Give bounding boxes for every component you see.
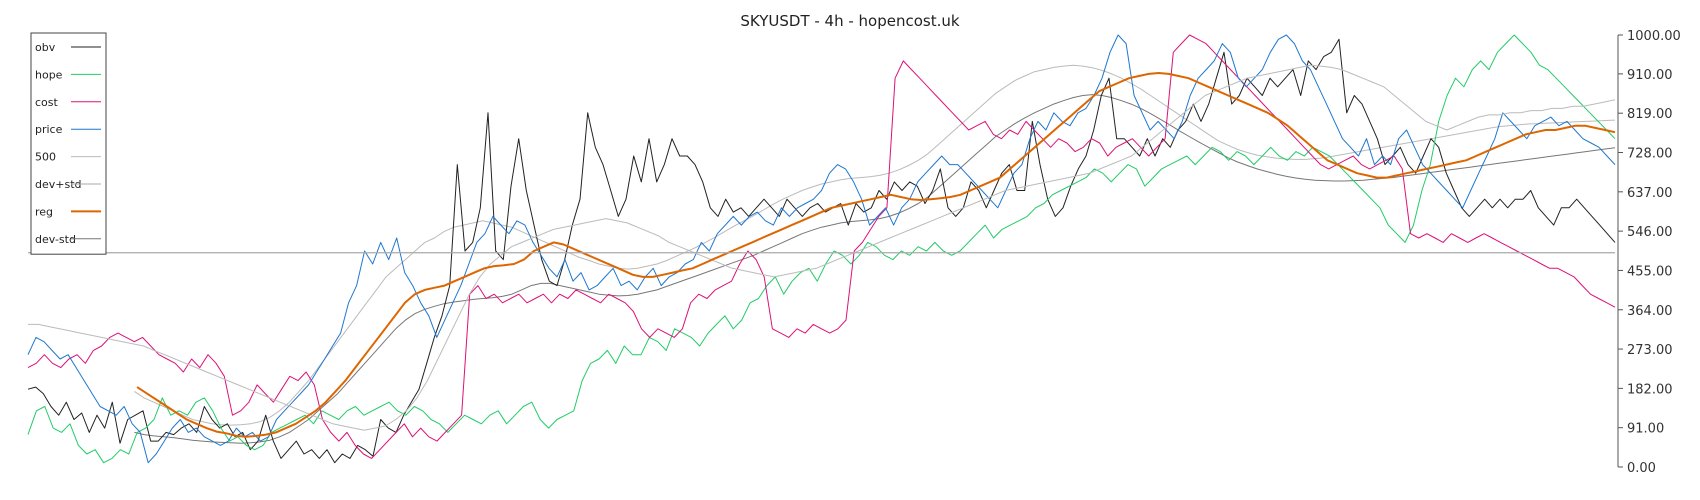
legend-label: hope bbox=[35, 68, 63, 81]
y-tick-label: 91.00 bbox=[1627, 422, 1664, 437]
legend-box bbox=[30, 32, 107, 255]
y-tick-label: 819.00 bbox=[1627, 107, 1673, 122]
y-tick-label: 1000.00 bbox=[1627, 29, 1681, 44]
y-tick-label: 364.00 bbox=[1627, 304, 1673, 319]
y-tick-label: 273.00 bbox=[1627, 343, 1673, 358]
series-line-dev-std-band bbox=[134, 94, 1616, 444]
legend-label: dev+std bbox=[35, 178, 82, 191]
legend-label: price bbox=[35, 123, 63, 136]
series-line-price bbox=[27, 34, 1616, 464]
y-tick-label: 455.00 bbox=[1627, 264, 1673, 279]
series-line-500 bbox=[28, 64, 1616, 431]
series-line-obv bbox=[27, 38, 1616, 464]
series-line-dev-std-band bbox=[134, 64, 1616, 426]
plot-area bbox=[27, 34, 1616, 464]
y-axis: 1000.00 910.00 819.00 728.00 637.00 546.00 455… bbox=[1617, 29, 1681, 476]
series-line-hope bbox=[27, 34, 1616, 464]
legend-label: dev-std bbox=[35, 233, 76, 246]
legend: obv hope cost price 500 dev+std reg dev-std bbox=[30, 32, 107, 255]
y-tick-label: 728.00 bbox=[1627, 147, 1673, 162]
legend-label: reg bbox=[35, 205, 53, 218]
y-tick-label: 0.00 bbox=[1627, 461, 1656, 476]
y-tick-label: 546.00 bbox=[1627, 225, 1673, 240]
series-line-cost bbox=[27, 34, 1616, 459]
legend-label: 500 bbox=[35, 151, 56, 164]
y-tick-label: 637.00 bbox=[1627, 186, 1673, 201]
y-tick-label: 182.00 bbox=[1627, 382, 1673, 397]
series-line-reg bbox=[136, 72, 1616, 438]
chart-title: SKYUSDT - 4h - hopencost.uk bbox=[740, 12, 959, 30]
y-tick-label: 910.00 bbox=[1627, 68, 1673, 83]
legend-label: obv bbox=[35, 41, 56, 54]
legend-label: cost bbox=[35, 96, 59, 109]
